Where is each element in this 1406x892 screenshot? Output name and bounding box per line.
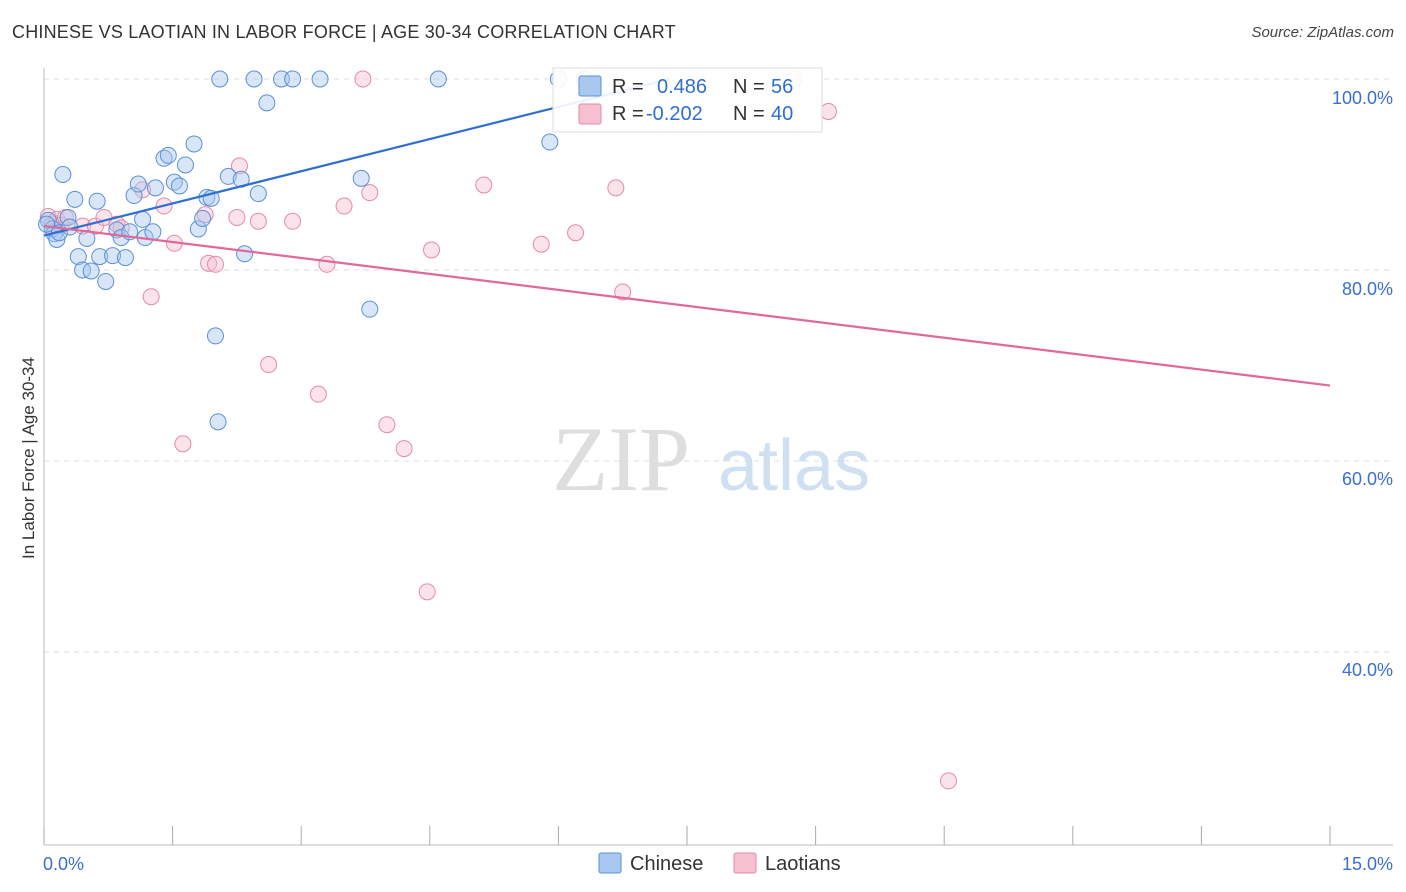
chinese-point bbox=[125, 187, 143, 205]
stats-chinese-swatch bbox=[578, 75, 602, 97]
chinese-point bbox=[541, 133, 559, 151]
x-tick-label-15: 15.0% bbox=[1342, 854, 1393, 874]
chinese-point bbox=[245, 70, 263, 88]
legend-laotian-label: Laotians bbox=[765, 853, 841, 875]
chinese-point bbox=[129, 175, 147, 193]
stats-chinese-n-label: N = bbox=[733, 76, 765, 98]
chinese-point bbox=[159, 146, 177, 164]
chinese-point bbox=[66, 190, 84, 208]
stats-chinese-r-label: R = bbox=[612, 76, 644, 98]
laotian-point bbox=[249, 212, 267, 230]
laotian-point bbox=[614, 283, 632, 301]
laotian-point bbox=[378, 416, 396, 434]
chinese-point bbox=[170, 177, 188, 195]
laotian-point bbox=[939, 772, 957, 790]
bottom-legend: Chinese Laotians bbox=[598, 852, 841, 875]
chinese-point bbox=[361, 300, 379, 318]
chinese-points bbox=[38, 70, 593, 431]
chinese-point bbox=[88, 192, 106, 210]
chinese-point bbox=[69, 248, 87, 266]
chinese-point bbox=[91, 248, 109, 266]
laotian-point bbox=[309, 385, 327, 403]
axes bbox=[43, 68, 1393, 846]
laotian-point bbox=[228, 208, 246, 226]
chinese-point bbox=[104, 247, 122, 265]
chart-title: CHINESE VS LAOTIAN IN LABOR FORCE | AGE … bbox=[12, 22, 676, 42]
chinese-point bbox=[97, 272, 115, 290]
chinese-point bbox=[209, 413, 227, 431]
chinese-point bbox=[176, 156, 194, 174]
chinese-point bbox=[74, 261, 92, 279]
chinese-point bbox=[38, 215, 56, 233]
legend-chinese-label: Chinese bbox=[630, 853, 703, 875]
stats-laotian-n-value: 40 bbox=[771, 103, 793, 125]
stats-chinese-r-value: 0.486 bbox=[657, 76, 707, 98]
legend-chinese-swatch bbox=[598, 852, 622, 874]
laotian-point bbox=[418, 583, 436, 601]
laotian-point bbox=[230, 157, 248, 175]
y-tick-label-100: 100.0% bbox=[1332, 88, 1393, 108]
y-tick-label-40: 40.0% bbox=[1342, 660, 1393, 680]
stats-laotian-r-label: R = bbox=[612, 103, 644, 125]
chinese-point bbox=[352, 169, 370, 187]
x-tick-label-0: 0.0% bbox=[43, 854, 84, 874]
laotian-point bbox=[607, 179, 625, 197]
laotian-point bbox=[567, 224, 585, 242]
y-axis-label: In Labor Force | Age 30-34 bbox=[19, 357, 38, 559]
stats-legend: R = 0.486 N = 56 R = -0.202 N = 40 bbox=[552, 67, 823, 133]
laotian-points bbox=[39, 70, 957, 790]
chinese-point bbox=[194, 209, 212, 227]
laotian-point bbox=[142, 288, 160, 306]
chinese-point bbox=[258, 94, 276, 112]
stats-chinese-n-value: 56 bbox=[771, 76, 793, 98]
laotian-point bbox=[318, 255, 336, 273]
chinese-point bbox=[144, 223, 162, 241]
laotian-point bbox=[395, 440, 413, 458]
laotian-point bbox=[475, 176, 493, 194]
chinese-point bbox=[54, 166, 72, 183]
chinese-point bbox=[211, 70, 229, 88]
laotian-point bbox=[284, 212, 302, 230]
chinese-point bbox=[311, 70, 329, 88]
laotian-point bbox=[174, 435, 192, 453]
chinese-point bbox=[249, 185, 267, 203]
stats-laotian-n-label: N = bbox=[733, 103, 765, 125]
watermark-atlas: atlas bbox=[718, 426, 870, 506]
y-tick-label-80: 80.0% bbox=[1342, 279, 1393, 299]
laotian-point bbox=[423, 241, 441, 259]
chinese-point bbox=[185, 135, 203, 153]
chinese-point bbox=[236, 245, 254, 263]
source-credit: Source: ZipAtlas.com bbox=[1251, 24, 1394, 41]
laotian-point bbox=[354, 70, 372, 88]
chinese-point bbox=[206, 327, 224, 345]
chinese-point bbox=[219, 167, 237, 185]
laotian-point bbox=[200, 254, 218, 272]
laotian-point bbox=[206, 255, 224, 273]
laotian-trend-line bbox=[43, 224, 1331, 387]
chinese-point bbox=[146, 179, 164, 197]
y-tick-label-60: 60.0% bbox=[1342, 469, 1393, 489]
laotian-point bbox=[260, 356, 278, 374]
laotian-point bbox=[819, 102, 837, 120]
legend-laotian-swatch bbox=[733, 852, 757, 874]
chinese-point bbox=[82, 262, 100, 280]
chinese-point bbox=[429, 70, 447, 88]
laotian-point bbox=[335, 197, 353, 215]
chinese-point bbox=[284, 70, 302, 88]
watermark-zip: ZIP bbox=[552, 408, 690, 510]
laotian-point bbox=[361, 184, 379, 202]
chinese-point bbox=[116, 249, 134, 267]
chinese-point bbox=[189, 220, 207, 238]
laotian-point bbox=[532, 235, 550, 253]
stats-laotian-r-value: -0.202 bbox=[646, 103, 703, 125]
stats-laotian-swatch bbox=[578, 103, 602, 125]
